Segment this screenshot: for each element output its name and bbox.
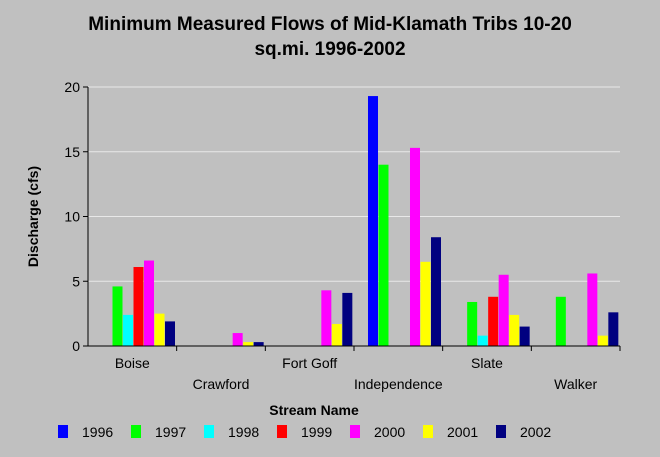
bar — [165, 321, 175, 346]
bar — [555, 296, 566, 346]
y-tick-label: 10 — [64, 209, 80, 225]
bar — [144, 260, 154, 346]
chart-title-line2: sq.mi. 1996-2002 — [254, 39, 406, 60]
bar — [321, 290, 332, 346]
bar — [587, 273, 598, 346]
legend-swatch — [204, 425, 214, 438]
y-tick-label: 20 — [64, 79, 80, 95]
bar — [232, 333, 243, 346]
bar — [331, 323, 342, 346]
y-tick-label: 0 — [72, 338, 80, 354]
legend-label: 1998 — [228, 424, 259, 440]
y-tick-label: 15 — [64, 144, 80, 160]
legend-swatch — [277, 425, 287, 438]
bar — [420, 261, 431, 346]
bar — [378, 164, 389, 346]
bar — [112, 286, 123, 346]
bar — [410, 147, 420, 346]
legend-swatch — [131, 425, 141, 438]
bar — [519, 326, 530, 346]
bar — [488, 296, 499, 346]
y-tick-label: 5 — [72, 273, 80, 289]
bar — [253, 342, 264, 346]
bar — [498, 274, 509, 346]
bar — [431, 237, 441, 346]
bar — [477, 335, 488, 346]
x-category-label: Boise — [115, 355, 150, 371]
legend-label: 1996 — [82, 424, 113, 440]
bar — [597, 335, 608, 346]
x-axis-title: Stream Name — [269, 402, 359, 418]
legend-label: 1999 — [301, 424, 332, 440]
x-category-label: Walker — [554, 376, 597, 392]
legend-swatch — [58, 425, 68, 438]
legend-label: 2001 — [447, 424, 478, 440]
legend-label: 2002 — [520, 424, 551, 440]
legend-swatch — [496, 425, 506, 438]
bar — [123, 314, 133, 346]
bar — [509, 314, 520, 346]
y-axis-title: Discharge (cfs) — [25, 166, 41, 267]
bar — [243, 342, 254, 346]
legend-label: 2000 — [374, 424, 405, 440]
x-category-label: Fort Goff — [282, 355, 337, 371]
bar — [467, 301, 478, 346]
bar — [133, 267, 144, 346]
bar — [154, 313, 165, 346]
chart-title-line1: Minimum Measured Flows of Mid-Klamath Tr… — [88, 14, 572, 35]
x-category-label: Crawford — [193, 376, 250, 392]
legend-label: 1997 — [155, 424, 186, 440]
bar — [368, 96, 378, 346]
legend-swatch — [350, 425, 360, 438]
bar — [608, 312, 619, 346]
x-category-label: Slate — [471, 355, 503, 371]
bar — [342, 292, 353, 346]
legend-swatch — [423, 425, 433, 438]
x-category-label: Independence — [354, 376, 443, 392]
